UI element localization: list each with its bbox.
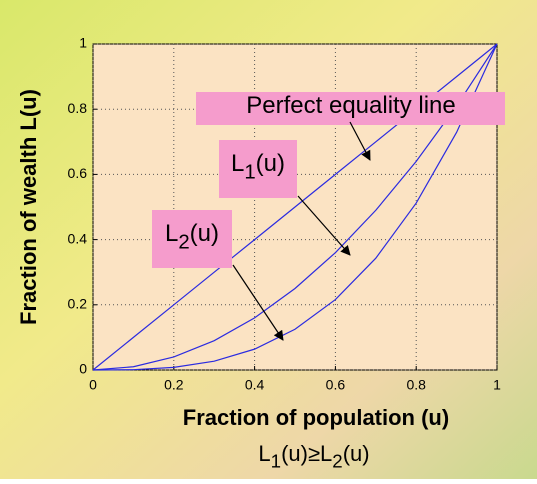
annotation-part: L [165,220,178,247]
y-tick-label: 0 [79,361,87,377]
annotation-arrow [232,264,284,341]
annotation-box [196,92,505,125]
caption-part: (u)≥L [281,441,332,466]
annotation-arrow [349,121,371,161]
x-tick-label: 0.2 [164,377,184,393]
caption-part: L [258,441,270,466]
caption-part: (u) [343,441,370,466]
y-tick-label: 0.6 [68,165,88,181]
annotation: L1(u) [231,150,285,183]
annotation-part: 1 [244,162,255,184]
y-axis-label: Fraction of wealth L(u) [16,89,41,325]
x-axis-label: Fraction of population (u) [183,405,449,430]
annotation: L2(u) [165,220,219,253]
annotation-box [219,140,297,198]
x-tick-label: 1 [493,377,501,393]
x-tick-label: 0.4 [245,377,265,393]
annotation-part: 2 [178,232,189,254]
annotation-part: (u) [190,220,219,247]
annotation-box [152,210,232,268]
curve [92,43,498,371]
caption-part: 2 [332,451,342,472]
caption: L1(u)≥L2(u) [258,441,369,472]
y-tick-label: 1 [79,35,87,51]
annotation: Perfect equality line [246,92,455,119]
annotation-part: (u) [256,150,285,177]
y-tick-label: 0.4 [68,230,88,246]
annotation-part: Perfect equality line [246,92,455,119]
annotation-part: L [231,150,244,177]
y-tick-label: 0.8 [68,100,88,116]
x-tick-label: 0.6 [326,377,346,393]
caption-part: 1 [271,451,281,472]
curve [92,43,498,371]
x-tick-label: 0 [89,377,97,393]
x-tick-label: 0.8 [406,377,426,393]
y-tick-label: 0.2 [68,296,88,312]
annotation-arrow [297,195,351,256]
